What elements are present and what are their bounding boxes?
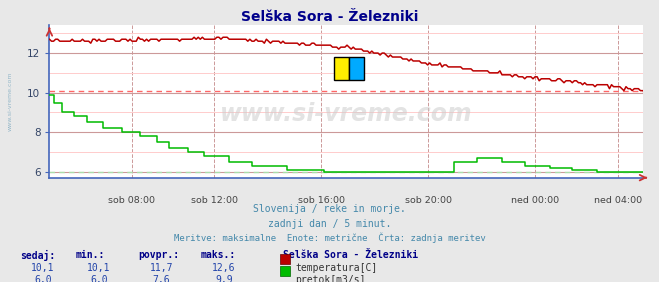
Text: www.si-vreme.com: www.si-vreme.com	[8, 72, 13, 131]
Text: 10,1: 10,1	[31, 263, 55, 273]
Text: 6,0: 6,0	[34, 275, 51, 282]
Text: 7,6: 7,6	[153, 275, 170, 282]
Text: Slovenija / reke in morje.: Slovenija / reke in morje.	[253, 204, 406, 214]
Text: maks.:: maks.:	[201, 250, 236, 259]
Text: 9,9: 9,9	[215, 275, 233, 282]
Text: 12,6: 12,6	[212, 263, 236, 273]
Text: sob 08:00: sob 08:00	[108, 196, 156, 205]
Text: sob 12:00: sob 12:00	[190, 196, 238, 205]
Text: 6,0: 6,0	[90, 275, 107, 282]
Text: temperatura[C]: temperatura[C]	[295, 263, 378, 273]
Text: sob 16:00: sob 16:00	[298, 196, 345, 205]
Text: 10,1: 10,1	[87, 263, 111, 273]
Text: min.:: min.:	[76, 250, 105, 259]
Text: povpr.:: povpr.:	[138, 250, 179, 259]
Text: sedaj:: sedaj:	[20, 250, 55, 261]
FancyBboxPatch shape	[334, 57, 349, 80]
Text: pretok[m3/s]: pretok[m3/s]	[295, 275, 366, 282]
Text: sob 20:00: sob 20:00	[405, 196, 452, 205]
Text: www.si-vreme.com: www.si-vreme.com	[219, 102, 473, 126]
FancyBboxPatch shape	[349, 57, 364, 80]
Text: Selška Sora - Železniki: Selška Sora - Železniki	[283, 250, 418, 259]
Text: Meritve: maksimalne  Enote: metrične  Črta: zadnja meritev: Meritve: maksimalne Enote: metrične Črta…	[173, 233, 486, 243]
Text: 11,7: 11,7	[150, 263, 173, 273]
Text: ned 00:00: ned 00:00	[511, 196, 559, 205]
Text: Selška Sora - Železniki: Selška Sora - Železniki	[241, 10, 418, 24]
Text: zadnji dan / 5 minut.: zadnji dan / 5 minut.	[268, 219, 391, 228]
Text: ned 04:00: ned 04:00	[594, 196, 642, 205]
